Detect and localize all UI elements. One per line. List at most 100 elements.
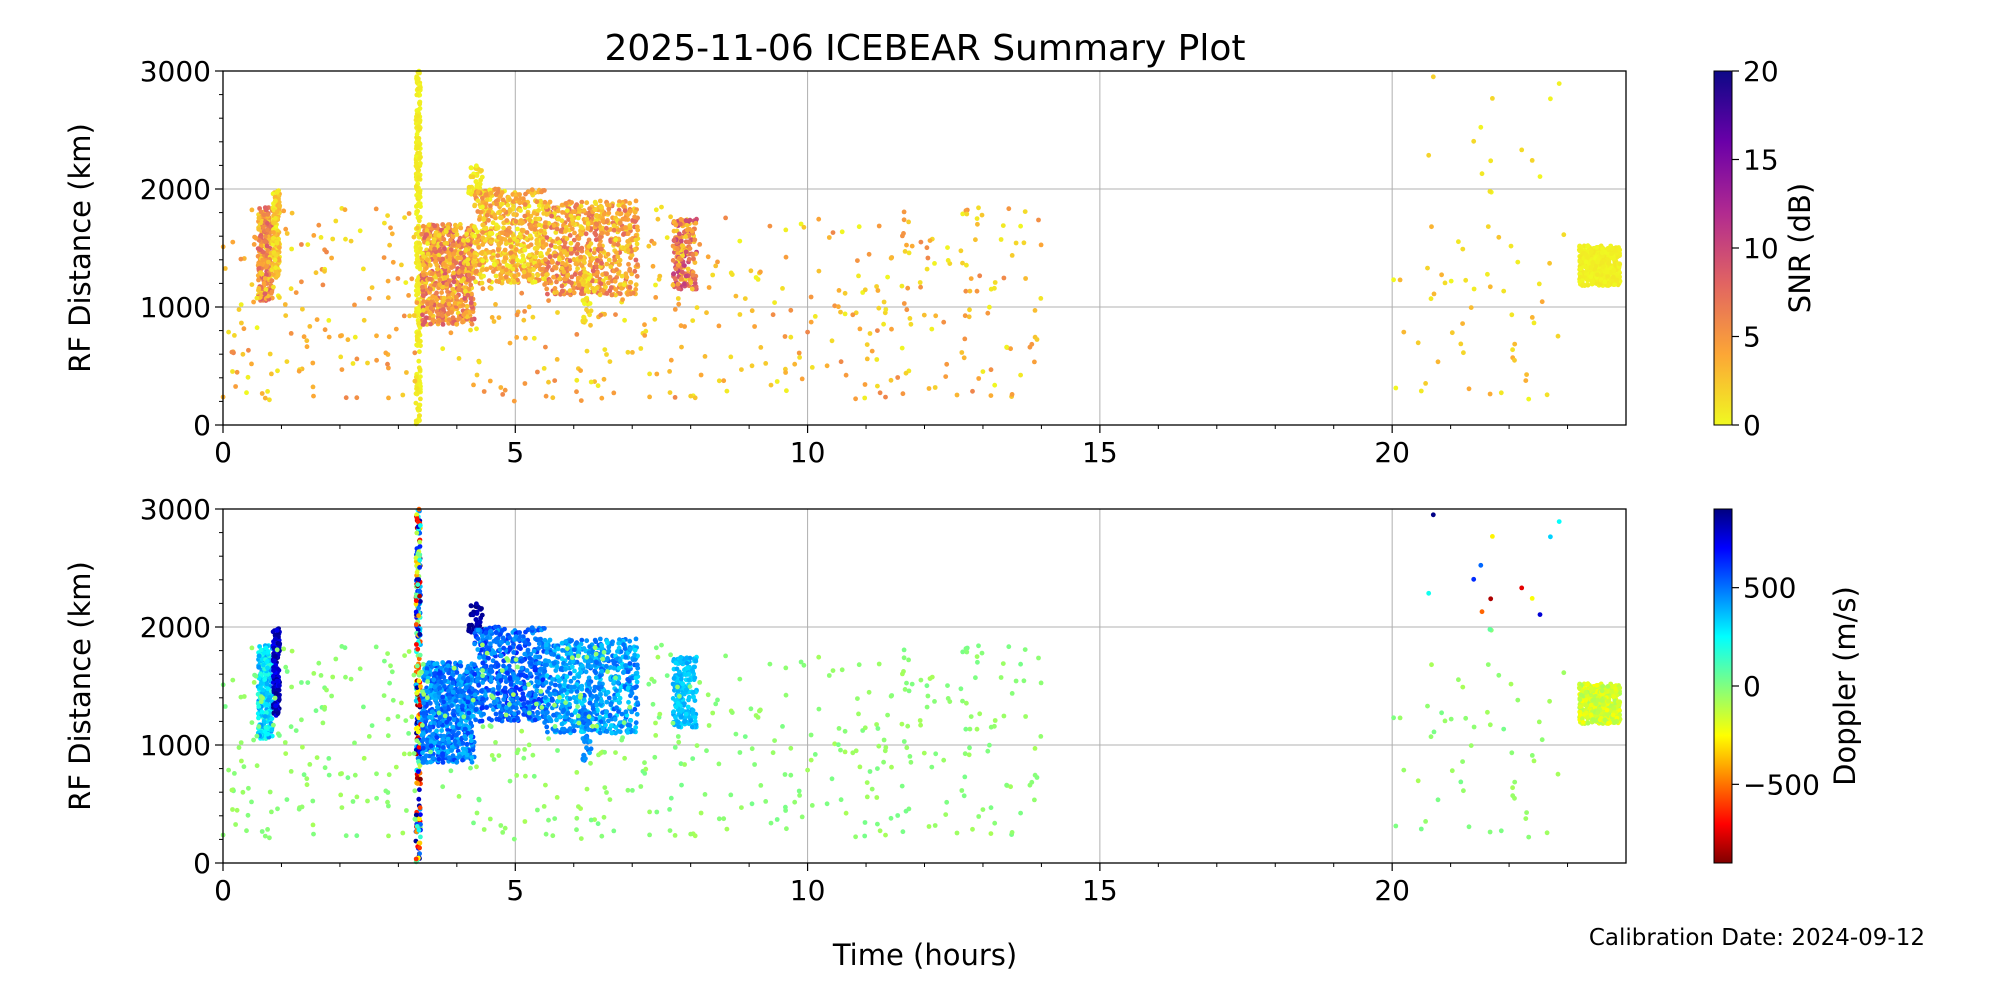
data-point	[805, 329, 810, 335]
data-point	[534, 241, 540, 246]
data-point	[417, 851, 422, 856]
data-point	[632, 268, 638, 274]
data-point	[568, 246, 574, 252]
data-point	[621, 282, 627, 288]
data-point	[564, 236, 570, 242]
data-point	[385, 361, 390, 367]
data-point	[421, 299, 427, 304]
data-point	[551, 274, 556, 280]
data-point	[289, 210, 295, 216]
data-point	[229, 349, 235, 355]
data-point	[480, 199, 485, 205]
data-point	[609, 285, 614, 290]
data-point	[842, 311, 848, 317]
data-point	[597, 198, 603, 204]
data-point	[329, 255, 334, 261]
data-point	[1515, 259, 1521, 265]
data-point	[632, 214, 637, 220]
data-point	[496, 315, 502, 320]
data-point	[506, 277, 512, 283]
data-point	[687, 246, 693, 252]
data-point	[264, 710, 269, 716]
data-point	[245, 374, 251, 380]
data-point	[985, 310, 991, 316]
data-point	[522, 309, 527, 314]
data-point	[998, 237, 1004, 242]
data-point	[600, 218, 606, 224]
chart-title: 2025-11-06 ICEBEAR Summary Plot	[605, 28, 1246, 69]
data-point	[579, 245, 585, 251]
data-point	[620, 297, 625, 302]
data-point	[1606, 260, 1611, 266]
data-point	[413, 160, 419, 166]
x-tick-label: 0	[214, 436, 232, 469]
data-point	[241, 326, 247, 332]
data-point	[313, 270, 319, 276]
data-point	[673, 222, 679, 228]
data-point	[514, 238, 520, 244]
data-point	[277, 295, 282, 300]
data-point	[673, 276, 678, 282]
data-point	[559, 218, 565, 224]
data-point	[650, 263, 656, 269]
data-point	[326, 334, 332, 340]
data-point	[456, 243, 461, 249]
data-point	[1588, 274, 1594, 280]
data-point	[918, 239, 924, 245]
data-point	[483, 192, 489, 198]
data-point	[477, 181, 483, 187]
data-point	[653, 207, 659, 213]
data-point	[277, 245, 282, 250]
data-point	[543, 344, 548, 350]
data-point	[413, 288, 419, 294]
data-point	[889, 326, 894, 332]
data-point	[263, 207, 269, 213]
data-point	[1612, 282, 1617, 287]
data-point	[532, 279, 538, 285]
data-point	[498, 275, 504, 281]
data-point	[615, 254, 621, 260]
data-point	[499, 230, 505, 236]
data-point	[1523, 378, 1529, 383]
data-point	[425, 251, 431, 257]
data-point	[614, 250, 619, 256]
data-point	[575, 266, 580, 271]
data-point	[612, 278, 618, 284]
data-point	[783, 227, 789, 233]
data-point	[578, 291, 584, 296]
data-point	[275, 273, 281, 278]
data-point	[399, 262, 404, 268]
data-point	[605, 202, 610, 208]
data-point	[269, 278, 275, 283]
data-point	[1442, 280, 1448, 286]
data-point	[468, 282, 474, 288]
data-point	[542, 199, 548, 205]
data-point	[273, 198, 278, 204]
data-point	[690, 318, 696, 323]
data-point	[633, 198, 639, 204]
data-point	[249, 282, 255, 287]
data-point	[273, 654, 278, 659]
data-point	[1036, 217, 1041, 223]
data-point	[352, 334, 358, 340]
data-point	[679, 344, 684, 350]
data-point	[492, 186, 498, 192]
data-point	[566, 217, 572, 223]
data-point	[273, 268, 279, 274]
data-point	[411, 313, 417, 318]
data-point	[273, 216, 278, 221]
data-point	[1611, 267, 1617, 273]
data-point	[540, 272, 545, 277]
data-point	[1593, 263, 1599, 269]
data-point	[284, 231, 290, 236]
data-point	[500, 392, 506, 397]
data-point	[519, 290, 525, 296]
data-point	[419, 231, 424, 237]
data-point	[683, 273, 689, 279]
data-point	[584, 216, 590, 222]
data-point	[682, 263, 687, 268]
data-point	[593, 201, 599, 207]
data-point	[432, 246, 437, 252]
data-point	[826, 235, 832, 240]
data-point	[389, 231, 395, 237]
